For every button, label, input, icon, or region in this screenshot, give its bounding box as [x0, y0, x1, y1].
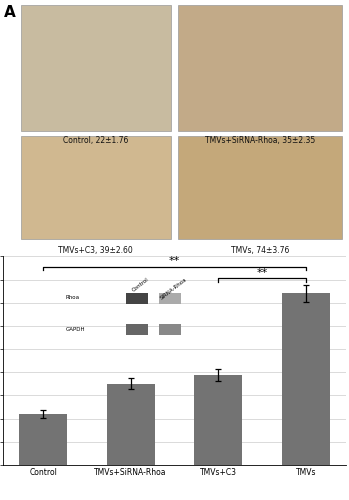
Bar — [194, 374, 242, 465]
Bar — [178, 136, 342, 238]
Bar — [178, 5, 342, 131]
Text: TMVs+C3, 39±2.60: TMVs+C3, 39±2.60 — [59, 246, 133, 254]
Text: **: ** — [169, 256, 180, 266]
Text: TMVs+SiRNA-Rhoa, 35±2.35: TMVs+SiRNA-Rhoa, 35±2.35 — [205, 136, 315, 145]
Text: TMVs, 74±3.76: TMVs, 74±3.76 — [231, 246, 289, 254]
Text: Control, 22±1.76: Control, 22±1.76 — [63, 136, 128, 145]
Bar — [21, 5, 171, 131]
Text: A: A — [3, 5, 15, 20]
Text: **: ** — [257, 268, 268, 278]
Bar — [21, 136, 171, 238]
Bar — [19, 414, 67, 465]
Bar — [107, 384, 155, 465]
Bar — [282, 294, 330, 465]
